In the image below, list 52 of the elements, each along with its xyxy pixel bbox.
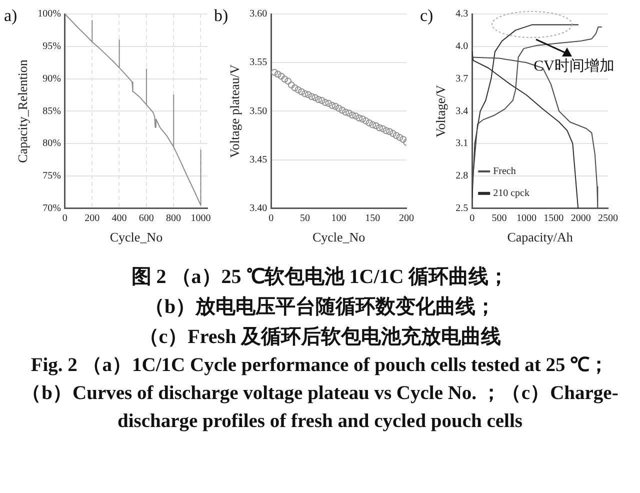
x-tick-label: 0 bbox=[62, 213, 68, 224]
annotation: CV时间增加 bbox=[534, 57, 614, 74]
x-tick-label: 0 bbox=[268, 213, 274, 224]
y-tick-label: 90% bbox=[42, 73, 61, 84]
caption: Fig. 2 （a）1C/1C Cycle performance of pouch cells tested at 25 ℃；（b）Curves of discharge voltage plateau vs Cycle No. ；（c）Charge-discharge profiles of fresh and cycled pouch cells bbox=[20, 354, 620, 434]
y-tick-label: 3.40 bbox=[250, 203, 268, 214]
y-tick-label: 3.50 bbox=[250, 106, 268, 117]
legend-label: Frech bbox=[493, 166, 516, 178]
x-tick-label: 150 bbox=[365, 213, 380, 224]
x-tick-label: 0 bbox=[470, 213, 475, 224]
chart-title: c) bbox=[420, 6, 434, 26]
y-tick-label: 70% bbox=[42, 203, 61, 214]
y-tick-label: 2.5 bbox=[456, 203, 468, 214]
chart-title: a) bbox=[4, 6, 18, 26]
y-axis-title: Voltage/V bbox=[433, 84, 448, 138]
x-tick-label: 500 bbox=[492, 213, 507, 224]
y-tick-label: 4.3 bbox=[456, 8, 468, 20]
x-tick-label: 1000 bbox=[516, 213, 536, 224]
y-tick-label: 3.60 bbox=[250, 8, 268, 20]
chart-title: b) bbox=[214, 6, 228, 26]
y-axis-title: Voltage plateau/V bbox=[227, 64, 242, 158]
x-tick-label: 200 bbox=[84, 213, 100, 224]
x-tick-label: 2500 bbox=[598, 213, 618, 224]
x-tick-label: 50 bbox=[300, 213, 310, 224]
x-tick-label: 1000 bbox=[190, 213, 211, 224]
y-tick-label: 80% bbox=[42, 138, 61, 150]
y-axis-title: Capacity_Relention bbox=[15, 59, 30, 163]
y-tick-label: 85% bbox=[42, 106, 61, 117]
y-tick-label: 3.7 bbox=[456, 73, 468, 84]
y-tick-label: 75% bbox=[42, 170, 61, 182]
y-tick-label: 3.45 bbox=[250, 154, 268, 166]
x-tick-label: 1500 bbox=[544, 213, 564, 224]
x-tick-label: 200 bbox=[399, 213, 414, 224]
legend-label: 210 cpck bbox=[493, 188, 530, 200]
x-axis-title: Cycle_No bbox=[312, 230, 366, 245]
x-axis-title: Capacity/Ah bbox=[507, 230, 574, 245]
y-tick-label: 3.55 bbox=[250, 57, 268, 68]
y-tick-label: 3.4 bbox=[456, 106, 468, 117]
x-axis-title: Cycle_No bbox=[110, 230, 163, 245]
x-tick-label: 800 bbox=[166, 213, 182, 224]
text: （c）Fresh 及循环后软包电池充放电曲线 bbox=[138, 324, 502, 350]
x-tick-label: 2000 bbox=[570, 213, 591, 224]
x-tick-label: 600 bbox=[138, 213, 154, 224]
text: （b）放电电压平台随循环数变化曲线； bbox=[143, 294, 497, 320]
y-tick-label: 95% bbox=[42, 41, 61, 52]
y-tick-label: 4.0 bbox=[456, 41, 468, 52]
x-tick-label: 100 bbox=[331, 213, 346, 224]
y-tick-label: 3.1 bbox=[456, 138, 468, 150]
y-tick-label: 2.8 bbox=[456, 170, 468, 182]
x-tick-label: 400 bbox=[112, 213, 127, 224]
caption: 图 2 （a）25 ℃软包电池 1C/1C 循环曲线； bbox=[130, 265, 510, 290]
y-tick-label: 100% bbox=[38, 8, 61, 20]
